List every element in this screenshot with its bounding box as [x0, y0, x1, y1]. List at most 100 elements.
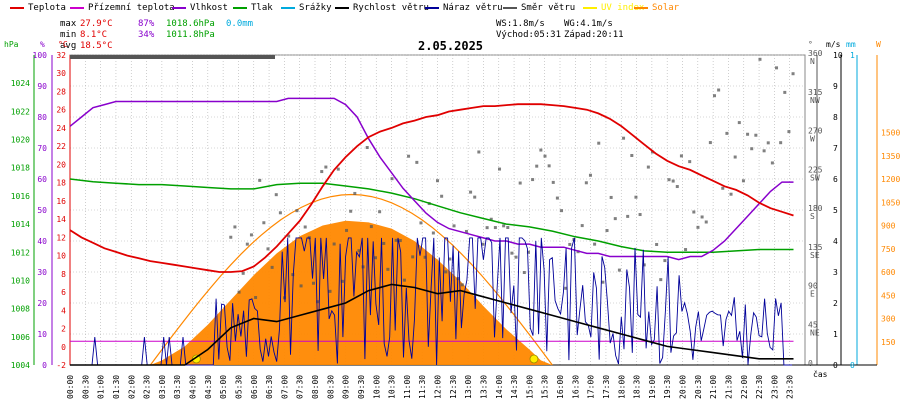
legend-label: Náraz větru: [443, 3, 503, 13]
x-tick-label: 13:00: [464, 375, 473, 399]
wind-dir-point: [373, 256, 377, 260]
wind-dir-point: [448, 257, 452, 261]
legend-swatch: [281, 6, 295, 9]
wind-dir-point: [349, 209, 353, 213]
tick-label-temperature: 12: [56, 233, 66, 242]
wind-dir-point: [493, 226, 497, 230]
wind-dir-point: [580, 224, 584, 228]
wind-dir-point: [469, 190, 473, 194]
legend-label: Směr větru: [521, 3, 576, 13]
wind-dir-point: [543, 154, 547, 158]
legend-swatch: [172, 6, 186, 9]
wind-dir-point: [481, 242, 485, 246]
wind-dir-point: [340, 279, 344, 283]
legend-swatch: [70, 6, 84, 9]
tick-label-temperature: 26: [56, 106, 66, 115]
unit-hpa: hPa: [4, 40, 19, 49]
stats-max-temp: 27.9°C: [80, 19, 113, 29]
tick-label-pressure: 1010: [11, 276, 30, 285]
wind-dir-point: [787, 130, 791, 134]
wind-dir-point: [593, 242, 597, 246]
wind-dir-point: [601, 280, 605, 284]
axis-units: hPa % °C ° m/s mm W čas: [4, 40, 881, 379]
wind-dir-point: [477, 150, 481, 154]
tick-label-temperature: 8: [61, 270, 66, 279]
tick-label-solar: 1200: [881, 175, 900, 184]
wind-dir-point: [365, 146, 369, 150]
wind-dir-point: [539, 148, 543, 152]
wind-dir-point: [518, 181, 522, 185]
wind-dir-point: [671, 179, 675, 183]
wind-dir-point: [316, 300, 320, 304]
wind-dir-point: [390, 177, 394, 181]
wind-dir-point: [386, 267, 390, 271]
x-tick-label: 21:30: [724, 375, 733, 399]
wind-dir-point: [394, 238, 398, 242]
x-tick-label: 13:30: [479, 375, 488, 399]
wind-dir-point: [452, 224, 456, 228]
x-tick-label: 16:30: [571, 375, 580, 399]
wind-dir-point: [258, 178, 262, 182]
wind-dir-point: [485, 226, 489, 230]
stats-max-press: 1018.6hPa: [166, 19, 215, 29]
x-tick-label: 02:00: [127, 375, 136, 399]
wind-dir-point: [353, 191, 357, 195]
tick-label-temperature: 30: [56, 69, 66, 78]
legend-swatch: [10, 6, 24, 9]
wind-dir-point: [770, 161, 774, 165]
solar-fill-area: [150, 220, 553, 365]
unit-time: čas: [813, 369, 828, 379]
x-tick-label: 17:00: [587, 375, 596, 399]
wind-dir-point: [630, 153, 634, 157]
y-tick-labels: 1004100610081010101210141016101810201022…: [11, 49, 900, 370]
wind-dir-point: [303, 225, 307, 229]
x-tick-label: 10:00: [372, 375, 381, 399]
wind-dir-point: [551, 180, 555, 184]
wind-dir-point: [237, 290, 241, 294]
wind-dir-point: [473, 195, 477, 199]
x-tick-label: 18:30: [633, 375, 642, 399]
wind-dir-point: [270, 265, 274, 269]
tick-label-humidity: 40: [37, 237, 47, 246]
stats-max-label: max: [60, 19, 77, 29]
tick-label-temperature: 6: [61, 288, 66, 297]
wind-dir-point: [531, 178, 535, 182]
tick-label-wind-compass: NW: [810, 96, 820, 105]
wind-dir-point: [713, 94, 717, 98]
wind-dir-point: [378, 210, 382, 214]
wind-dir-point: [526, 250, 530, 254]
legend-swatch: [425, 6, 439, 9]
x-tick-label: 06:30: [265, 375, 274, 399]
wind-dir-point: [564, 286, 568, 290]
wind-dir-point: [737, 121, 741, 125]
tick-label-temperature: 0: [61, 343, 66, 352]
wind-dir-point: [407, 154, 411, 158]
unit-percent: %: [40, 40, 45, 49]
sunset-marker: [529, 354, 539, 364]
wind-dir-point: [320, 170, 324, 174]
wind-dir-point: [741, 179, 745, 183]
wind-dir-point: [667, 178, 671, 182]
tick-label-humidity: 50: [37, 206, 47, 215]
wind-dir-point: [597, 141, 601, 145]
x-tick-label: 02:30: [143, 375, 152, 399]
wind-dir-point: [560, 209, 564, 213]
x-tick-label: 09:00: [342, 375, 351, 399]
solar-theoretical-line: [149, 193, 553, 366]
legend-item: Náraz větru: [425, 0, 503, 16]
legend-label: Solar: [652, 3, 680, 13]
wind-dir-point: [766, 141, 770, 145]
legend-item: Srážky: [281, 0, 332, 16]
legend-item: Teplota: [10, 0, 66, 16]
wind-dir-point: [357, 249, 361, 253]
tick-label-wind-ms: 4: [833, 237, 838, 246]
wind-dir-point: [423, 255, 427, 259]
wind-dir-point: [287, 234, 291, 238]
wind-dir-point: [613, 217, 617, 221]
sunset-time: Západ:20:11: [564, 30, 624, 40]
wind-dir-point: [721, 186, 725, 190]
x-tick-label: 22:30: [755, 375, 764, 399]
x-tick-label: 05:00: [219, 375, 228, 399]
x-tick-label: 07:30: [296, 375, 305, 399]
wind-dir-point: [663, 259, 667, 263]
